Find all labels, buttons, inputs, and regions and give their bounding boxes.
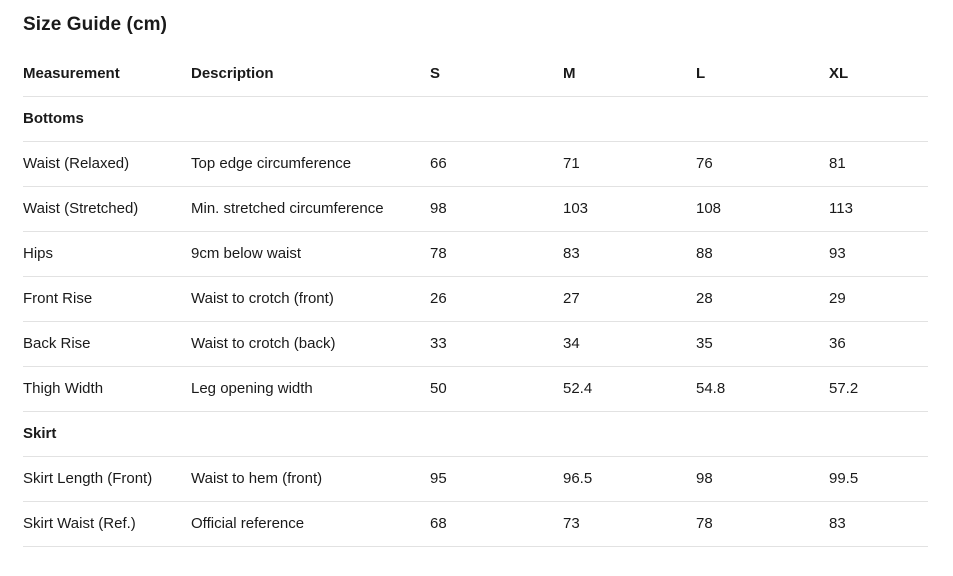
- section-label: Bottoms: [23, 96, 928, 142]
- size-l-cell: 108: [696, 186, 829, 232]
- section-row-bottoms: Bottoms: [23, 96, 928, 142]
- size-s-cell: 50: [430, 366, 563, 412]
- table-row: Hips 9cm below waist 78 83 88 93: [23, 231, 928, 277]
- size-m-cell: 103: [563, 186, 696, 232]
- size-s-cell: 26: [430, 276, 563, 322]
- size-l-cell: 88: [696, 231, 829, 277]
- size-s-cell: 66: [430, 141, 563, 187]
- size-l-cell: 28: [696, 276, 829, 322]
- column-header-measurement: Measurement: [23, 51, 191, 97]
- table-row: Waist (Stretched) Min. stretched circumf…: [23, 186, 928, 232]
- size-m-cell: 27: [563, 276, 696, 322]
- size-xl-cell: 29: [829, 276, 928, 322]
- size-l-cell: 76: [696, 141, 829, 187]
- measurement-cell: Skirt Waist (Ref.): [23, 501, 191, 547]
- description-cell: Waist to crotch (front): [191, 276, 430, 322]
- size-xl-cell: 57.2: [829, 366, 928, 412]
- description-cell: Official reference: [191, 501, 430, 547]
- description-cell: Waist to crotch (back): [191, 321, 430, 367]
- size-s-cell: 95: [430, 456, 563, 502]
- description-cell: Waist to hem (front): [191, 456, 430, 502]
- size-xl-cell: 81: [829, 141, 928, 187]
- size-l-cell: 54.8: [696, 366, 829, 412]
- section-label: Skirt: [23, 411, 928, 457]
- description-cell: Top edge circumference: [191, 141, 430, 187]
- measurement-cell: Hips: [23, 231, 191, 277]
- column-header-size-l: L: [696, 51, 829, 97]
- size-l-cell: 98: [696, 456, 829, 502]
- measurement-cell: Skirt Length (Front): [23, 456, 191, 502]
- description-cell: Leg opening width: [191, 366, 430, 412]
- size-xl-cell: 113: [829, 186, 928, 232]
- size-m-cell: 96.5: [563, 456, 696, 502]
- table-row: Skirt Length (Front) Waist to hem (front…: [23, 456, 928, 502]
- size-xl-cell: 93: [829, 231, 928, 277]
- size-m-cell: 34: [563, 321, 696, 367]
- table-row: Back Rise Waist to crotch (back) 33 34 3…: [23, 321, 928, 367]
- measurement-cell: Waist (Stretched): [23, 186, 191, 232]
- measurement-cell: Waist (Relaxed): [23, 141, 191, 187]
- size-s-cell: 78: [430, 231, 563, 277]
- header-row: Measurement Description S M L XL: [23, 51, 928, 97]
- size-m-cell: 71: [563, 141, 696, 187]
- description-cell: 9cm below waist: [191, 231, 430, 277]
- table-header: Measurement Description S M L XL: [23, 51, 928, 97]
- table-row: Thigh Width Leg opening width 50 52.4 54…: [23, 366, 928, 412]
- table-body: Bottoms Waist (Relaxed) Top edge circumf…: [23, 96, 928, 547]
- section-row-skirt: Skirt: [23, 411, 928, 457]
- size-s-cell: 33: [430, 321, 563, 367]
- size-xl-cell: 99.5: [829, 456, 928, 502]
- size-l-cell: 35: [696, 321, 829, 367]
- size-m-cell: 73: [563, 501, 696, 547]
- size-s-cell: 98: [430, 186, 563, 232]
- table-row: Waist (Relaxed) Top edge circumference 6…: [23, 141, 928, 187]
- size-l-cell: 78: [696, 501, 829, 547]
- size-guide-table: Measurement Description S M L XL Bottoms…: [23, 51, 928, 547]
- measurement-cell: Thigh Width: [23, 366, 191, 412]
- column-header-size-xl: XL: [829, 51, 928, 97]
- measurement-cell: Front Rise: [23, 276, 191, 322]
- description-cell: Min. stretched circumference: [191, 186, 430, 232]
- measurement-cell: Back Rise: [23, 321, 191, 367]
- page-title: Size Guide (cm): [23, 14, 168, 35]
- column-header-size-m: M: [563, 51, 696, 97]
- column-header-size-s: S: [430, 51, 563, 97]
- size-m-cell: 83: [563, 231, 696, 277]
- size-xl-cell: 83: [829, 501, 928, 547]
- table-row: Front Rise Waist to crotch (front) 26 27…: [23, 276, 928, 322]
- size-s-cell: 68: [430, 501, 563, 547]
- column-header-description: Description: [191, 51, 430, 97]
- size-xl-cell: 36: [829, 321, 928, 367]
- table-row: Skirt Waist (Ref.) Official reference 68…: [23, 501, 928, 547]
- size-m-cell: 52.4: [563, 366, 696, 412]
